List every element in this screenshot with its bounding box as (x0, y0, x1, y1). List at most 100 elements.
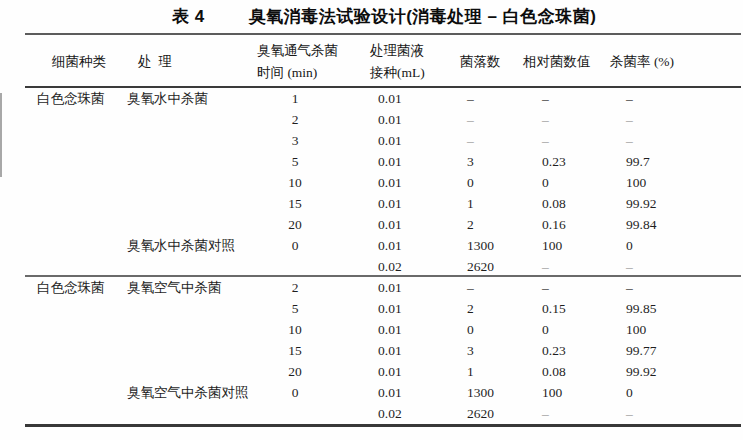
cell-treatment (120, 193, 255, 214)
cell-relative: – (515, 109, 600, 130)
cell-time: 3 (255, 130, 335, 151)
cell-killrate: 100 (600, 172, 741, 193)
table-row: 100.0100100 (25, 172, 741, 193)
table-row: 白色念珠菌臭氧水中杀菌10.01––– (25, 88, 741, 109)
cell-species (25, 319, 120, 340)
cell-time (255, 256, 335, 277)
table-row: 150.0110.0899.92 (25, 193, 741, 214)
cell-relative: 100 (515, 235, 600, 256)
cell-relative: – (515, 403, 600, 424)
cell-killrate: – (600, 403, 741, 424)
cell-killrate: 99.77 (600, 340, 741, 361)
cell-time: 10 (255, 172, 335, 193)
cell-relative: 100 (515, 382, 600, 403)
cell-treatment: 臭氧水中杀菌 (120, 88, 255, 109)
cell-inoculation: 0.01 (335, 172, 425, 193)
header-treatment: 处 理 (138, 54, 172, 70)
cell-killrate: – (600, 256, 741, 277)
cell-killrate: 99.84 (600, 214, 741, 235)
cell-treatment (120, 403, 255, 424)
cell-relative: – (515, 130, 600, 151)
cell-colonies: – (425, 88, 515, 109)
cell-species (25, 172, 120, 193)
cell-colonies: 1300 (425, 235, 515, 256)
table-row: 臭氧水中杀菌对照00.0113001000 (25, 235, 741, 256)
cell-relative: 0 (515, 172, 600, 193)
cell-treatment (120, 298, 255, 319)
cell-relative: 0.23 (515, 340, 600, 361)
table-row: 50.0120.1599.85 (25, 298, 741, 319)
cell-time: 2 (255, 109, 335, 130)
table-bottom-border (25, 424, 741, 427)
cell-killrate: 99.92 (600, 361, 741, 382)
cell-treatment (120, 109, 255, 130)
table-header-row: 细菌种类 处 理 臭氧通气杀菌 时间 (min) 处理菌液 接种(mL) 菌落数… (0, 38, 743, 86)
cell-species (25, 382, 120, 403)
table-row: 白色念珠菌臭氧空气中杀菌20.01––– (25, 277, 741, 298)
header-relative-count: 相对菌数值 (523, 54, 591, 70)
cell-colonies: 2 (425, 298, 515, 319)
header-inoculation-line1: 处理菌液 (370, 43, 424, 59)
table-row: 50.0130.2399.7 (25, 151, 741, 172)
table-title-text: 臭氧消毒法试验设计(消毒处理 – 白色念珠菌) (249, 5, 597, 28)
cell-relative: 0.08 (515, 361, 600, 382)
cell-killrate: – (600, 109, 741, 130)
cell-inoculation: 0.01 (335, 151, 425, 172)
cell-killrate: 99.92 (600, 193, 741, 214)
cell-species (25, 193, 120, 214)
cell-species (25, 235, 120, 256)
cell-time: 5 (255, 298, 335, 319)
cell-colonies: 1 (425, 361, 515, 382)
cell-colonies: 3 (425, 151, 515, 172)
cell-inoculation: 0.01 (335, 214, 425, 235)
cell-treatment (120, 172, 255, 193)
cell-treatment (120, 256, 255, 277)
cell-inoculation: 0.01 (335, 130, 425, 151)
header-ozone-time-line2: 时间 (min) (257, 65, 317, 81)
cell-species (25, 256, 120, 277)
cell-treatment: 臭氧空气中杀菌对照 (120, 382, 255, 403)
cell-inoculation: 0.02 (335, 403, 425, 424)
cell-colonies: 2 (425, 214, 515, 235)
cell-colonies: – (425, 277, 515, 298)
scan-edge-artifact (0, 93, 2, 177)
cell-treatment: 臭氧水中杀菌对照 (120, 235, 255, 256)
cell-time (255, 403, 335, 424)
cell-colonies: 2620 (425, 403, 515, 424)
cell-inoculation: 0.02 (335, 256, 425, 277)
header-colony-count: 菌落数 (460, 54, 501, 70)
cell-relative: 0.23 (515, 151, 600, 172)
cell-species (25, 151, 120, 172)
cell-relative: 0.16 (515, 214, 600, 235)
cell-killrate: – (600, 277, 741, 298)
cell-inoculation: 0.01 (335, 340, 425, 361)
table-row: 150.0130.2399.77 (25, 340, 741, 361)
cell-relative: 0.08 (515, 193, 600, 214)
cell-killrate: 99.85 (600, 298, 741, 319)
cell-treatment (120, 151, 255, 172)
cell-species (25, 109, 120, 130)
table-row: 30.01––– (25, 130, 741, 151)
cell-time: 2 (255, 277, 335, 298)
cell-inoculation: 0.01 (335, 382, 425, 403)
header-inoculation-line2: 接种(mL) (370, 65, 425, 81)
cell-inoculation: 0.01 (335, 88, 425, 109)
header-kill-rate: 杀菌率 (%) (610, 54, 674, 70)
cell-inoculation: 0.01 (335, 235, 425, 256)
cell-species (25, 298, 120, 319)
cell-inoculation: 0.01 (335, 109, 425, 130)
cell-time: 0 (255, 382, 335, 403)
cell-time: 20 (255, 361, 335, 382)
header-ozone-time-line1: 臭氧通气杀菌 (257, 43, 338, 59)
cell-treatment (120, 319, 255, 340)
cell-time: 1 (255, 88, 335, 109)
cell-time: 10 (255, 319, 335, 340)
cell-colonies: 1300 (425, 382, 515, 403)
table-number-label: 表 4 (172, 5, 205, 28)
cell-species (25, 214, 120, 235)
table-row: 20.01––– (25, 109, 741, 130)
cell-colonies: 0 (425, 172, 515, 193)
cell-treatment (120, 361, 255, 382)
table-row: 100.0100100 (25, 319, 741, 340)
cell-relative: 0 (515, 319, 600, 340)
